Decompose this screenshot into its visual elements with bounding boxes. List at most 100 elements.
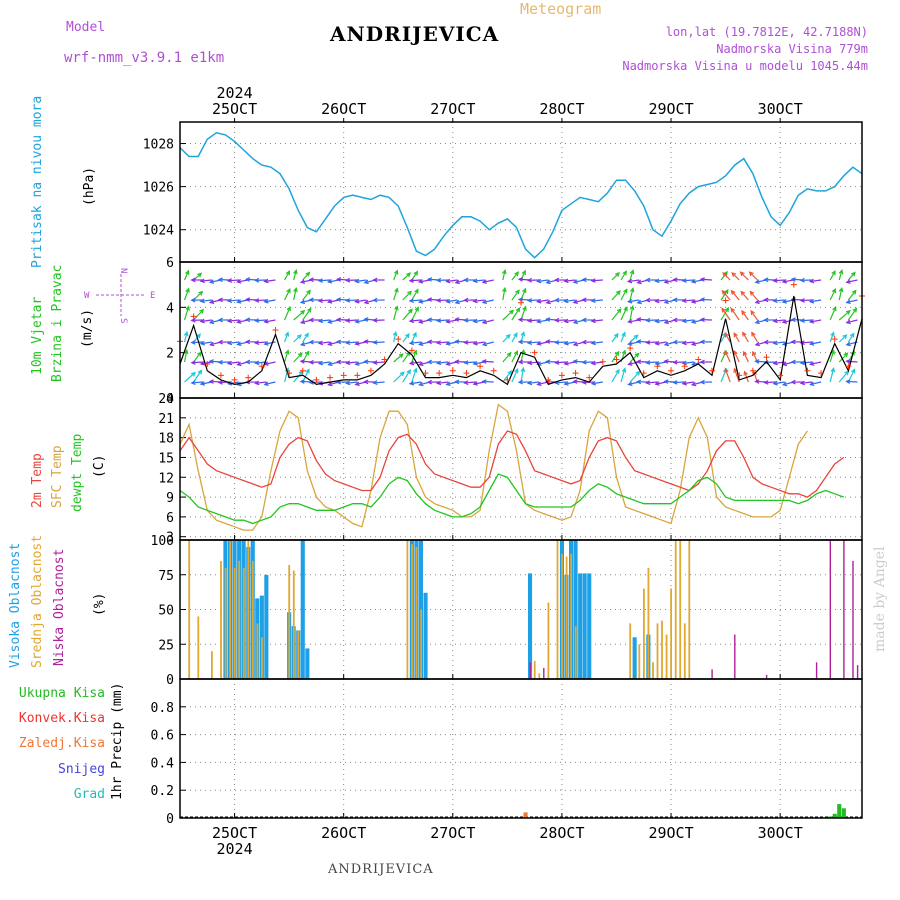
wind-arrow-746 [740, 291, 749, 301]
tsfc-line [179, 403, 808, 531]
wind-arrowhead-257 [363, 317, 369, 322]
wind-arrowhead-849 [808, 361, 815, 366]
wind-arrowhead-263 [363, 379, 369, 385]
wind-arrowhead-179 [299, 379, 305, 384]
wind-arrow-140 [283, 350, 289, 363]
wind-arrowhead-81 [226, 360, 233, 366]
wind-arrowhead-215 [327, 381, 333, 387]
cloud-mid-bar-0 [188, 540, 191, 679]
wind-arrowhead-287 [399, 371, 405, 377]
cloud-mid-bar-29 [638, 644, 641, 680]
wind-gust-marker-27 [545, 376, 552, 383]
bottom-day-label-3: 28OCT [539, 824, 584, 842]
wind-arrow-674 [682, 299, 694, 302]
wind-arrow-488 [537, 361, 549, 365]
wind-arrowhead-439 [513, 332, 518, 338]
wind-arrow-642 [655, 341, 667, 345]
wind-gust-marker-41 [736, 372, 743, 379]
wind-arrow-440 [511, 351, 518, 363]
wind-arrowhead-847 [809, 341, 815, 346]
wind-arrow-350 [437, 299, 449, 302]
wind-arrowhead-379 [454, 339, 460, 344]
wind-arrowhead-803 [772, 380, 778, 386]
wind-arrow-414 [482, 341, 494, 346]
wind-arrow-878 [847, 290, 857, 301]
cloud-high-bar-26 [587, 573, 592, 679]
station-title: ANDRIJEVICA [330, 22, 500, 46]
wind-gust-marker-47 [818, 370, 825, 377]
wind-arrow-0 [183, 270, 190, 281]
cloud-high-bar-18 [423, 592, 428, 679]
wind-arrowhead-689 [690, 319, 697, 324]
wind-arrow-192 [319, 279, 331, 282]
wind-arrowhead-617 [635, 317, 642, 322]
wind-arrow-566 [611, 290, 621, 301]
wind-arrowhead-727 [724, 332, 729, 338]
wind-arrowhead-421 [502, 269, 507, 275]
wind-arrow-762 [751, 332, 758, 343]
wind-arrow-850 [810, 381, 822, 386]
compass-s: S [118, 318, 128, 323]
wind-arrowhead-889 [845, 279, 851, 284]
wind-gust-marker-38 [695, 356, 702, 363]
wind-arrowhead-299 [406, 368, 411, 375]
wind-arrowhead-871 [842, 334, 848, 339]
wind-arrow-524 [564, 361, 576, 365]
wind-arrowhead-777 [754, 359, 760, 364]
wind-arrowhead-297 [405, 351, 411, 357]
bottom-day-label-0: 25OCT [212, 824, 257, 842]
wind-arrow-736 [730, 308, 740, 321]
wind-arrowhead-705 [699, 359, 705, 365]
wind-arrow-520 [564, 319, 576, 323]
wind-arrow-80 [228, 361, 240, 365]
wind-arrow-72 [228, 279, 240, 282]
wind-arrowhead-401 [472, 318, 478, 324]
wind-arrowhead-615 [636, 299, 642, 305]
wind-gust-marker-35 [654, 363, 661, 370]
wind-arrowhead-141 [284, 349, 290, 355]
wind-arrow-836 [800, 361, 813, 364]
ytick-label-4-3: 0.6 [151, 729, 174, 744]
wind-arrow-896 [846, 360, 858, 363]
wind-arrow-872 [838, 352, 848, 363]
compass-e: E [150, 291, 155, 301]
wind-arrow-596 [629, 353, 640, 363]
wind-arrowhead-869 [845, 309, 851, 315]
wind-arrowhead-217 [335, 277, 342, 282]
wind-arrowhead-91 [236, 341, 242, 346]
wind-arrow-144 [293, 270, 297, 281]
wind-arrow-412 [482, 319, 494, 324]
wind-arrow-880 [847, 308, 857, 321]
wind-arrow-754 [744, 371, 749, 383]
wind-gust-marker-45 [790, 281, 797, 288]
bottom-year-label: 2024 [216, 840, 252, 858]
wind-arrowhead-859 [830, 331, 835, 337]
wind-arrow-128 [264, 361, 276, 365]
wind-arrowhead-267 [372, 297, 378, 303]
wind-arrowhead-609 [627, 361, 633, 366]
top-day-label-0: 25OCT [212, 100, 257, 118]
wind-arrowhead-427 [505, 333, 511, 339]
wind-arrowhead-57 [208, 359, 214, 364]
wind-arrowhead-311 [412, 367, 418, 373]
cloud-low-bar-7 [843, 540, 845, 679]
wind-arrowhead-93 [236, 361, 242, 367]
wind-arrowhead-553 [590, 278, 596, 283]
wind-gust-marker-34 [640, 370, 647, 377]
wind-arrowhead-817 [790, 277, 796, 282]
wind-arrowhead-671 [672, 380, 678, 385]
wind-arrow-152 [293, 352, 303, 363]
wind-arrow-396 [473, 279, 485, 282]
wind-arrow-844 [810, 319, 822, 323]
wind-arrowhead-1 [185, 269, 190, 275]
cloud-mid-bar-24 [561, 553, 563, 679]
wind-arrowhead-173 [299, 319, 306, 325]
wind-arrow-602 [628, 299, 640, 303]
wind-arrow-44 [200, 361, 212, 365]
wind-arrowhead-879 [851, 289, 857, 295]
wind-gust-marker-4 [231, 376, 238, 383]
wind-arrow-110 [255, 299, 267, 302]
wind-arrowhead-197 [317, 318, 324, 324]
wind-arrowhead-241 [354, 278, 360, 284]
